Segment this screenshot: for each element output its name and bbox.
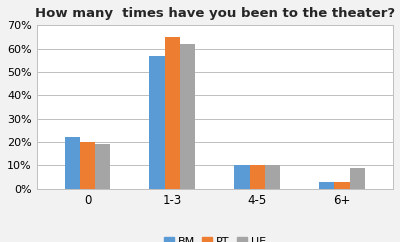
Bar xyxy=(165,37,180,189)
Bar xyxy=(95,144,110,189)
Bar xyxy=(350,168,365,189)
Legend: BM, PT, UE: BM, PT, UE xyxy=(159,233,270,242)
Bar xyxy=(250,165,265,189)
Bar xyxy=(80,142,95,189)
Bar xyxy=(334,182,350,189)
Bar xyxy=(180,44,195,189)
Title: How many  times have you been to the theater?: How many times have you been to the thea… xyxy=(35,7,395,20)
Bar xyxy=(234,165,250,189)
Bar xyxy=(319,182,334,189)
Bar xyxy=(150,56,165,189)
Bar xyxy=(265,165,280,189)
Bar xyxy=(64,137,80,189)
